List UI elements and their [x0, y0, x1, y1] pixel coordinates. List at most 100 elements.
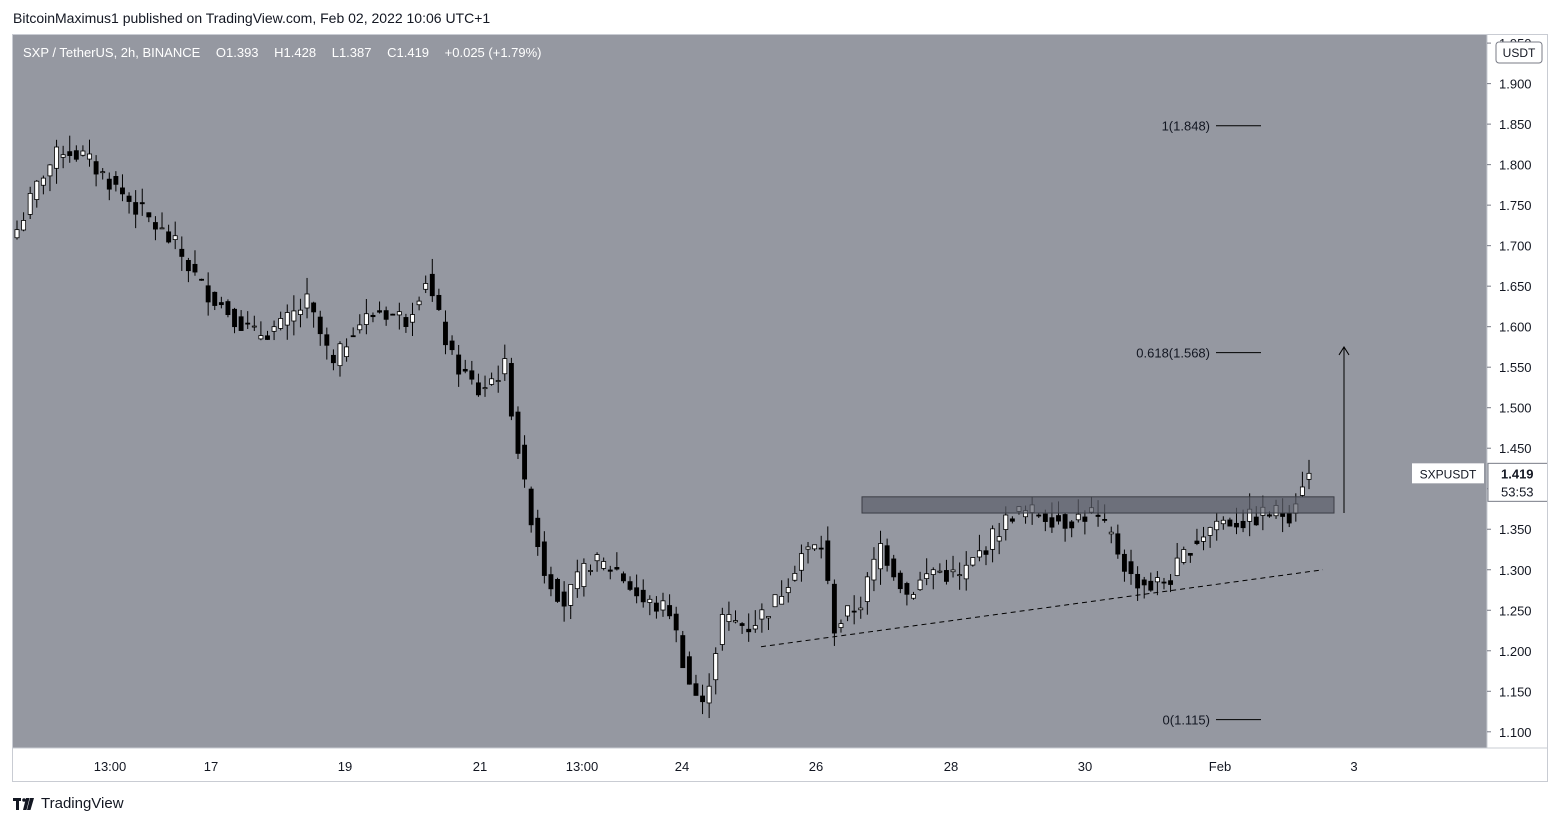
candle-body: [449, 340, 455, 351]
candle: [634, 574, 640, 604]
candle-body: [218, 302, 224, 306]
candle-body: [251, 325, 257, 328]
candle: [858, 596, 864, 619]
candle-body: [897, 572, 903, 590]
candle: [291, 295, 297, 336]
candle: [337, 341, 343, 377]
candle-body: [541, 541, 547, 576]
candle-body: [350, 335, 356, 338]
candles-group: [14, 135, 1312, 719]
candle: [166, 224, 172, 244]
candle-body: [80, 150, 86, 156]
candle: [897, 570, 903, 594]
candle-body: [680, 635, 686, 669]
candle: [924, 558, 930, 586]
candle: [944, 559, 949, 585]
candle: [423, 275, 429, 294]
candle: [251, 315, 257, 331]
candle: [548, 566, 554, 597]
candle-body: [152, 222, 158, 230]
candle-body: [812, 544, 818, 550]
currency-badge-box: [1495, 41, 1543, 64]
candle-body: [502, 358, 508, 375]
candle-body: [726, 614, 732, 622]
candle-body: [1306, 472, 1312, 480]
candle-body: [963, 564, 969, 580]
candlestick-chart[interactable]: 1(1.848) 0.618(1.568) 0(1.115) 1.100 1.150 1.…: [13, 35, 1548, 782]
chart-frame[interactable]: 1(1.848) 0.618(1.568) 0(1.115) 1.100 1.150 1.…: [12, 34, 1548, 782]
candle: [47, 164, 53, 192]
candle: [1036, 513, 1042, 518]
candle-body: [614, 567, 620, 570]
candle-body: [555, 578, 560, 602]
candle-body: [838, 623, 844, 628]
candle: [884, 538, 890, 572]
candle: [937, 563, 943, 574]
candle-body: [245, 322, 251, 325]
candle: [278, 311, 284, 331]
candle: [1214, 512, 1220, 541]
candle: [845, 605, 851, 622]
footer-brand[interactable]: TradingView: [13, 795, 124, 812]
candle-body: [284, 312, 290, 326]
currency-badge-label: USDT: [1503, 46, 1536, 60]
candle-body: [706, 685, 712, 704]
price-tick-label: 1.900: [1499, 77, 1532, 92]
candle-body: [891, 558, 897, 578]
candle-body: [746, 628, 752, 633]
candle: [1220, 516, 1226, 530]
candle: [831, 579, 837, 646]
candle-body: [1161, 581, 1167, 584]
resistance-zone: [861, 496, 1335, 514]
candle-body: [1299, 486, 1305, 496]
candle: [508, 357, 514, 421]
currency-badge[interactable]: USDT: [1495, 41, 1543, 64]
candle: [963, 551, 969, 591]
candle: [317, 310, 323, 346]
candle-body: [535, 517, 541, 548]
candle: [706, 673, 712, 719]
candle: [792, 565, 798, 582]
candle-body: [1082, 516, 1088, 522]
candle: [917, 571, 923, 591]
candle: [54, 139, 59, 184]
price-tick-label: 1.250: [1499, 603, 1532, 618]
candle: [1082, 510, 1088, 535]
candle-body: [621, 573, 626, 582]
candle: [489, 372, 495, 386]
candle: [133, 190, 139, 229]
candle: [766, 616, 771, 630]
candle-body: [1207, 527, 1213, 536]
candle: [522, 435, 528, 488]
candle: [851, 595, 857, 625]
candle: [284, 304, 290, 340]
candle-body: [317, 316, 323, 335]
fib-level-label: 1(1.848): [1162, 119, 1210, 134]
candle-body: [640, 589, 646, 603]
candle-body: [574, 571, 580, 590]
candle: [607, 565, 613, 580]
candle-body: [205, 285, 211, 303]
candle-body: [1049, 517, 1055, 528]
candle-body: [937, 570, 943, 573]
candle-body: [27, 193, 33, 215]
candle: [878, 530, 883, 585]
candle-body: [462, 368, 468, 372]
candle-body: [172, 235, 178, 241]
candle-body: [739, 623, 745, 626]
price-tick-label: 1.200: [1499, 644, 1532, 659]
candle: [14, 220, 20, 240]
price-tick-label: 1.650: [1499, 279, 1532, 294]
candle: [614, 552, 620, 571]
candle: [185, 257, 191, 283]
candle-body: [798, 553, 804, 571]
candle-body: [192, 263, 198, 273]
legend-low: L1.387: [331, 45, 372, 60]
price-tick-label: 1.450: [1499, 441, 1532, 456]
price-tick-label: 1.700: [1499, 239, 1532, 254]
candle: [87, 139, 92, 167]
candle-body: [647, 598, 653, 603]
candle: [601, 557, 607, 571]
candle-body: [917, 579, 923, 591]
candle: [363, 299, 369, 335]
